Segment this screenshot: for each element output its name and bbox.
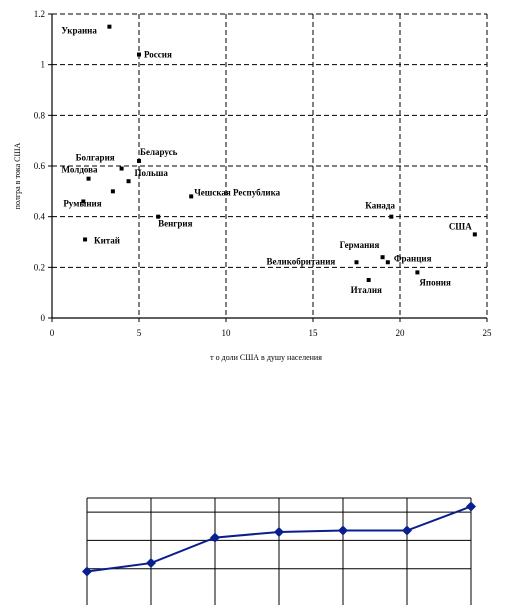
- y-tick-label: 0.2: [34, 262, 45, 272]
- x-tick-label: 20: [396, 328, 406, 338]
- scatter-point: [137, 158, 141, 163]
- line-series: [82, 501, 476, 577]
- point-label: Канада: [365, 201, 395, 211]
- scatter-point: [126, 179, 131, 184]
- x-axis-title: т о доли США в душу населения: [210, 353, 322, 362]
- scatter-point: [380, 255, 385, 260]
- point-label: Польша: [135, 168, 169, 178]
- point-label: Россия: [144, 50, 172, 60]
- point-label: Венгрия: [158, 219, 192, 229]
- y-axis-title: полгра в тока США: [13, 142, 22, 209]
- y-tick-label: 0.8: [34, 110, 46, 120]
- point-label: Болгария: [76, 153, 115, 163]
- x-tick-label: 15: [309, 328, 319, 338]
- line-marker: [210, 532, 220, 543]
- scatter-point: [137, 52, 141, 57]
- line-marker: [146, 558, 156, 569]
- line-grid: [86, 497, 472, 605]
- point-label: Япония: [419, 277, 451, 287]
- scatter-ticks: 0 0.2 0.4 0.6 0.8 1 1.2 0 5 10 15 20 25: [34, 9, 492, 338]
- line-marker: [466, 501, 476, 512]
- y-tick-label: 0: [41, 313, 46, 323]
- scatter-point: [81, 199, 86, 204]
- scatter-point: [385, 260, 390, 265]
- line-marker: [274, 526, 284, 537]
- x-tick-label: 25: [483, 328, 493, 338]
- scatter-point: [189, 194, 194, 199]
- line-marker: [402, 525, 412, 536]
- scatter-point: [354, 260, 359, 265]
- point-label: Италия: [351, 285, 382, 295]
- point-label: Великобритания: [267, 256, 336, 266]
- y-tick-label: 1.2: [34, 9, 45, 19]
- x-tick-label: 10: [222, 328, 232, 338]
- point-label: Украина: [61, 26, 97, 36]
- scatter-point: [119, 166, 124, 171]
- line-marker: [338, 525, 348, 536]
- point-label: Китай: [94, 235, 120, 245]
- scatter-point: [472, 232, 477, 237]
- x-tick-label: 5: [137, 328, 142, 338]
- y-tick-label: 0.6: [34, 161, 46, 171]
- line-marker: [82, 566, 92, 577]
- x-tick-label: 0: [50, 328, 55, 338]
- point-label: Чешская Республика: [194, 187, 280, 197]
- scatter-point: [83, 237, 88, 242]
- scatter-point: [389, 214, 394, 219]
- line-chart: [82, 497, 476, 605]
- scatter-grid: [52, 13, 488, 318]
- scatter-point: [110, 189, 115, 194]
- point-label: Германия: [340, 240, 380, 250]
- point-label: США: [449, 221, 472, 231]
- scatter-point: [107, 24, 112, 29]
- scatter-point: [366, 278, 371, 282]
- scatter-point: [86, 176, 91, 181]
- point-label: Беларусь: [140, 147, 178, 157]
- scatter-points: Украина Россия Болгария Молдова Беларусь Поль…: [61, 24, 477, 295]
- point-label: Румыния: [63, 198, 101, 208]
- scatter-point: [156, 214, 161, 219]
- y-tick-label: 1: [41, 60, 46, 70]
- point-label: Молдова: [62, 165, 98, 175]
- y-tick-label: 0.4: [34, 212, 46, 222]
- scatter-chart: 0 0.2 0.4 0.6 0.8 1 1.2 0 5 10 15 20 25 Украина Росси…: [13, 9, 492, 362]
- scatter-point: [415, 270, 420, 275]
- point-label: Франция: [394, 253, 432, 263]
